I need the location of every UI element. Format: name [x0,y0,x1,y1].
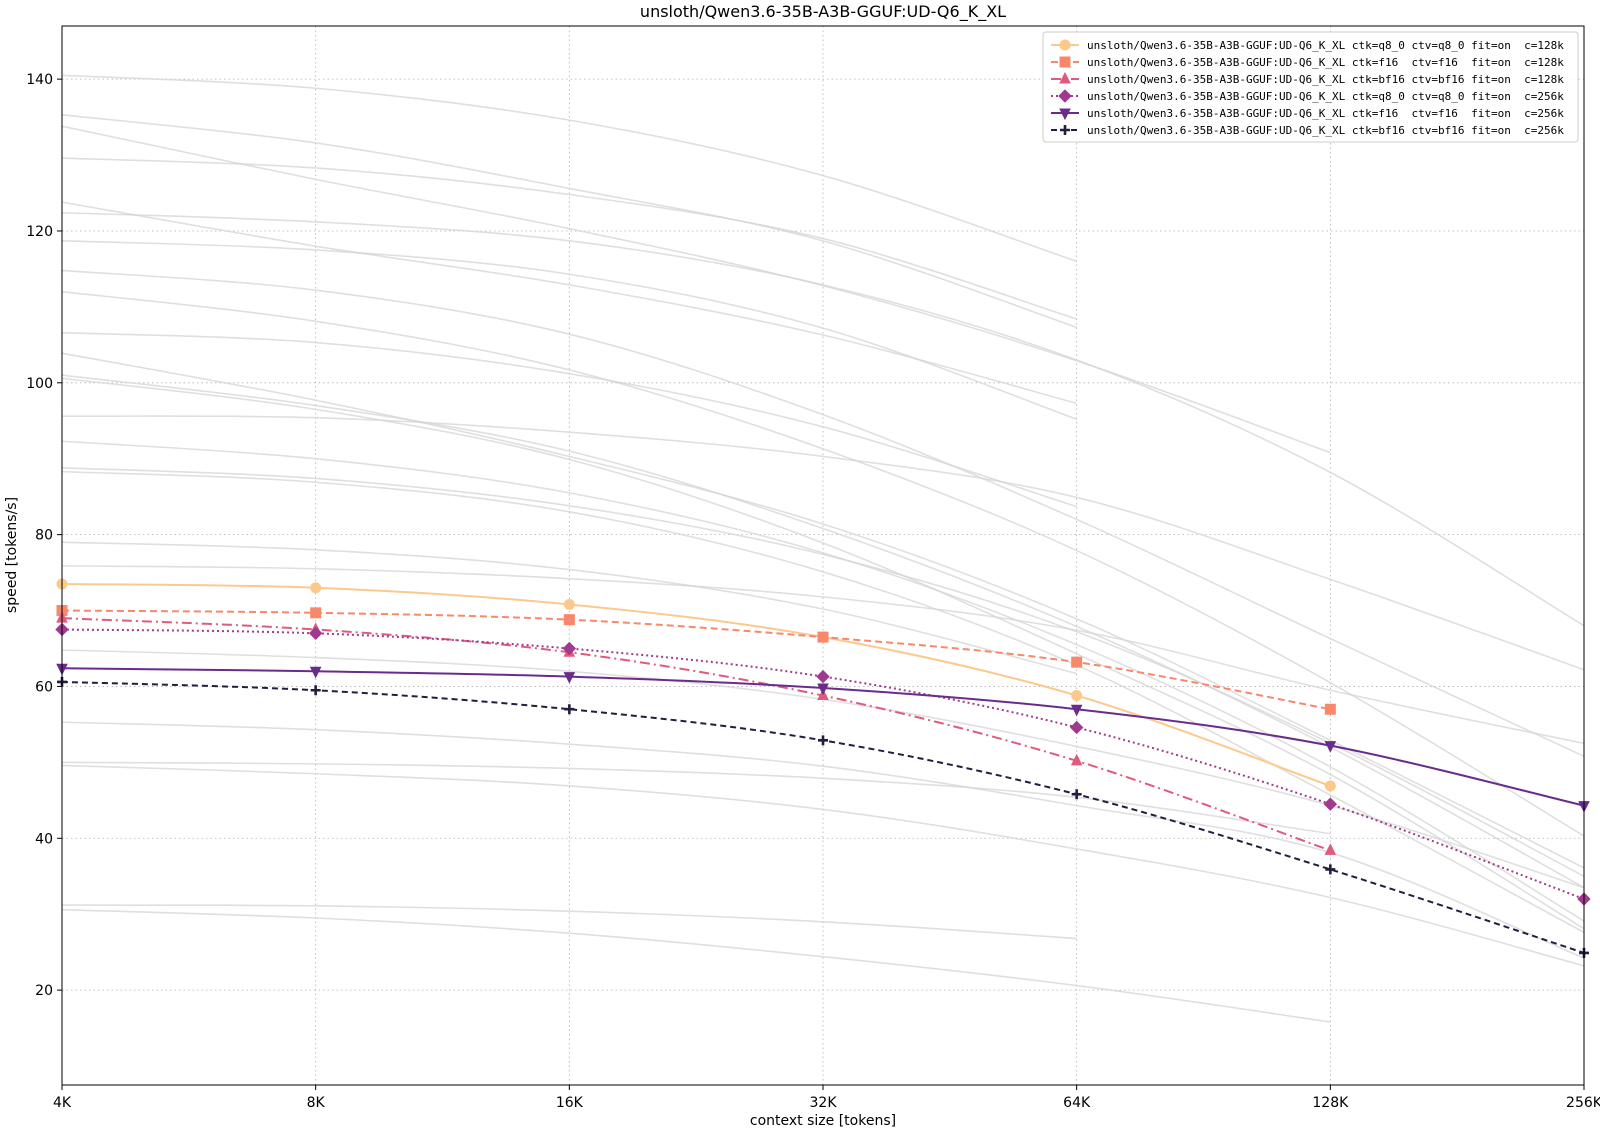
data-point-marker [1324,741,1337,753]
background-series-line [61,114,1077,329]
background-series-line [61,470,1585,934]
x-tick-label: 16K [556,1095,584,1111]
data-point-marker [816,669,830,684]
background-series-line [61,761,1331,835]
background-series-line [61,377,1585,930]
data-point-marker [1071,656,1083,668]
series-line [61,609,1331,711]
background-series-line [61,440,1585,922]
data-point-marker [818,735,828,746]
series-line [61,582,1331,787]
background-series-line [61,374,1585,889]
legend-marker [1059,108,1071,121]
legend-item: unsloth/Qwen3.6-35B-A3B-GGUF:UD-Q6_K_XL … [1051,56,1564,69]
legend-label: unsloth/Qwen3.6-35B-A3B-GGUF:UD-Q6_K_XL … [1087,56,1564,69]
data-point-marker [1071,690,1083,702]
x-tick-label: 256K [1566,1095,1600,1111]
x-tick-label: 32K [810,1095,838,1111]
y-tick-label: 120 [26,224,53,240]
background-series-line [61,74,1077,263]
legend-item: unsloth/Qwen3.6-35B-A3B-GGUF:UD-Q6_K_XL … [1051,71,1564,86]
background-series-line [61,764,1585,967]
background-series-line [61,564,1585,745]
background-series-line [61,541,1077,675]
legend-label: unsloth/Qwen3.6-35B-A3B-GGUF:UD-Q6_K_XL … [1087,107,1564,120]
highlighted-series-group [55,578,1591,958]
data-point-marker [564,704,575,715]
axis-ticks: 4K 8K 16K 32K 64K 128K 256K 20 40 60 80 100 120 140 [26,72,1600,1111]
data-point-marker [1324,780,1336,792]
x-tick-label: 8K [307,1095,326,1111]
y-tick-label: 80 [35,528,53,544]
legend-box [1042,31,1579,143]
legend-marker [1059,56,1071,68]
data-point-marker [1071,789,1082,800]
x-tick-label: 64K [1063,1095,1091,1111]
data-point-marker [310,582,322,594]
data-point-marker [1323,797,1338,811]
data-point-marker [1070,704,1083,717]
legend: unsloth/Qwen3.6-35B-A3B-GGUF:UD-Q6_K_XL … [1042,31,1579,143]
data-point-marker [562,641,577,656]
series-line [61,628,1585,900]
legend-item: unsloth/Qwen3.6-35B-A3B-GGUF:UD-Q6_K_XL … [1051,89,1564,103]
legend-marker [1059,71,1071,84]
y-tick-label: 40 [35,831,53,847]
x-tick-label: 4K [53,1095,72,1111]
x-axis-label: context size [tokens] [750,1113,896,1129]
data-point-marker [309,666,322,679]
legend-item: unsloth/Qwen3.6-35B-A3B-GGUF:UD-Q6_K_XL … [1051,107,1564,121]
data-point-marker [817,631,829,643]
data-point-marker [817,683,829,696]
legend-label: unsloth/Qwen3.6-35B-A3B-GGUF:UD-Q6_K_XL … [1087,39,1564,52]
data-point-marker [1070,753,1083,766]
legend-marker [1059,39,1071,51]
x-tick-label: 128K [1312,1095,1349,1111]
data-point-marker [563,614,575,626]
legend-item: unsloth/Qwen3.6-35B-A3B-GGUF:UD-Q6_K_XL … [1051,39,1564,52]
legend-marker [1058,89,1072,103]
grid-lines [61,26,1585,1085]
legend-label: unsloth/Qwen3.6-35B-A3B-GGUF:UD-Q6_K_XL … [1087,90,1564,103]
y-tick-label: 20 [35,983,53,999]
background-series-line [61,211,1585,627]
y-tick-label: 100 [26,376,53,392]
legend-label: unsloth/Qwen3.6-35B-A3B-GGUF:UD-Q6_K_XL … [1087,124,1564,137]
legend-marker [1060,125,1070,135]
data-point-marker [1324,843,1337,855]
background-series-line [61,290,1585,837]
y-tick-label: 140 [26,72,53,88]
background-series-line [61,352,1585,869]
series-line [61,617,1331,852]
legend-label: unsloth/Qwen3.6-35B-A3B-GGUF:UD-Q6_K_XL … [1087,73,1564,86]
background-series-line [61,125,1331,454]
y-axis-label: speed [tokens/s] [4,497,20,613]
legend-item: unsloth/Qwen3.6-35B-A3B-GGUF:UD-Q6_K_XL … [1051,124,1564,137]
background-series-line [61,157,1077,320]
series-line [61,680,1585,954]
data-point-marker [1069,720,1084,735]
background-series-line [61,415,1585,671]
background-series-line [61,269,1585,758]
data-point-marker [310,607,322,619]
background-series-line [61,904,1077,940]
data-point-marker [310,685,321,696]
series-4 [55,622,1591,906]
background-series-line [61,331,1077,508]
y-tick-label: 60 [35,679,53,695]
chart-title: unsloth/Qwen3.6-35B-A3B-GGUF:UD-Q6_K_XL [640,2,1006,22]
data-point-marker [1325,864,1336,875]
background-series-line [61,240,1077,420]
data-point-marker [308,626,323,641]
data-point-marker [563,598,575,610]
data-point-marker [1324,703,1336,715]
background-series-line [61,908,1331,1023]
data-point-marker [563,672,576,684]
